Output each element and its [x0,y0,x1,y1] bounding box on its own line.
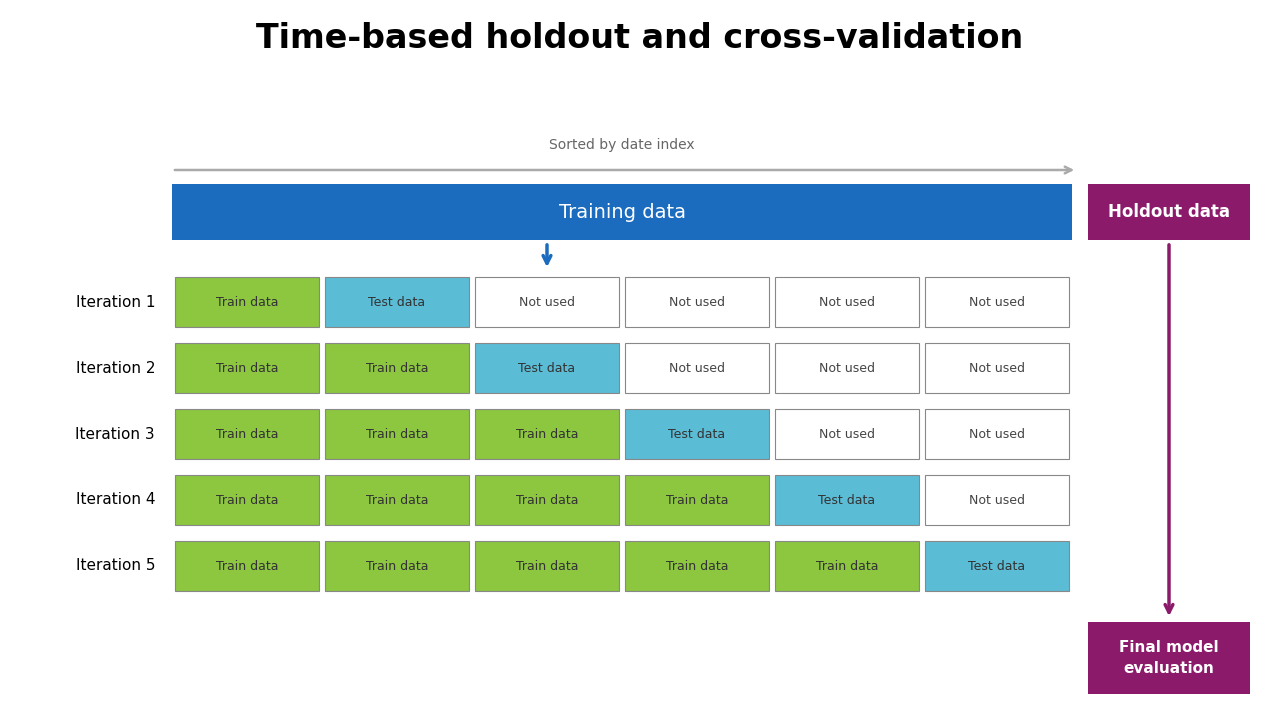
Bar [325,277,468,327]
Text: Holdout data: Holdout data [1108,203,1230,221]
Text: Train data: Train data [366,560,429,572]
Bar [925,343,1069,393]
Text: Test data: Test data [818,493,876,506]
Bar [325,475,468,525]
Text: Train data: Train data [216,362,278,375]
Bar [325,541,468,591]
Text: Not used: Not used [518,295,575,308]
Bar [175,277,319,327]
Text: Iteration 4: Iteration 4 [76,493,155,508]
Text: Test data: Test data [969,560,1025,572]
Text: Train data: Train data [666,493,728,506]
Bar [925,409,1069,459]
Bar [1088,184,1251,240]
Text: Time-based holdout and cross-validation: Time-based holdout and cross-validation [256,22,1024,55]
Bar [774,409,919,459]
Bar [1088,622,1251,694]
Bar [172,184,1073,240]
Text: Not used: Not used [969,295,1025,308]
Bar [325,343,468,393]
Text: Iteration 5: Iteration 5 [76,558,155,573]
Text: Iteration 2: Iteration 2 [76,360,155,375]
Bar [475,541,620,591]
Text: Not used: Not used [819,295,876,308]
Bar [475,409,620,459]
Bar [325,409,468,459]
Bar [175,409,319,459]
Text: Iteration 3: Iteration 3 [76,426,155,441]
Bar [475,475,620,525]
Bar [625,475,769,525]
Text: Not used: Not used [819,362,876,375]
Bar [175,343,319,393]
Text: Not used: Not used [669,295,724,308]
Bar [925,277,1069,327]
Text: Test data: Test data [369,295,425,308]
Bar [625,277,769,327]
Text: Train data: Train data [366,427,429,441]
Text: Train data: Train data [216,493,278,506]
Bar [625,343,769,393]
Text: Test data: Test data [518,362,576,375]
Text: Train data: Train data [666,560,728,572]
Text: Not used: Not used [969,362,1025,375]
Bar [625,409,769,459]
Text: Train data: Train data [216,295,278,308]
Text: Sorted by date index: Sorted by date index [549,138,695,152]
Text: Test data: Test data [668,427,726,441]
Text: Iteration 1: Iteration 1 [76,295,155,310]
Text: Train data: Train data [366,493,429,506]
Text: Train data: Train data [516,427,579,441]
Bar [774,475,919,525]
Text: Not used: Not used [969,493,1025,506]
Text: Train data: Train data [216,427,278,441]
Text: Final model
evaluation: Final model evaluation [1119,640,1219,676]
Text: Train data: Train data [815,560,878,572]
Bar [774,541,919,591]
Bar [925,541,1069,591]
Text: Not used: Not used [969,427,1025,441]
Bar [774,277,919,327]
Bar [625,541,769,591]
Text: Train data: Train data [366,362,429,375]
Bar [774,343,919,393]
Bar [175,541,319,591]
Text: Training data: Training data [558,202,686,221]
Text: Train data: Train data [516,560,579,572]
Bar [475,277,620,327]
Text: Not used: Not used [819,427,876,441]
Bar [175,475,319,525]
Text: Train data: Train data [216,560,278,572]
Text: Not used: Not used [669,362,724,375]
Bar [925,475,1069,525]
Bar [475,343,620,393]
Text: Train data: Train data [516,493,579,506]
